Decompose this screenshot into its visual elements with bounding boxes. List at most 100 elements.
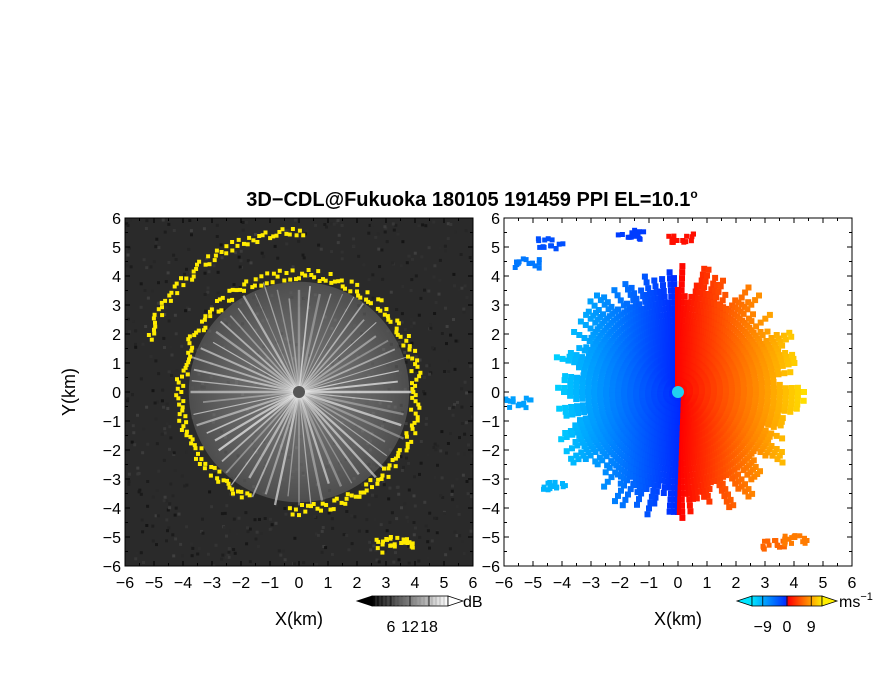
velocity-pixel [608,474,615,481]
velocity-pixel [788,393,795,399]
velocity-pixel [574,442,581,449]
beam-ray [273,391,301,506]
velocity-pixel [720,277,726,284]
edge-pixel [187,357,191,362]
edge-pixel [410,426,415,431]
velocity-pixel [679,269,686,276]
noise-speckle [389,290,393,294]
noise-speckle [169,482,173,486]
velocity-pixel [648,296,655,303]
velocity-pixel [586,373,593,380]
velocity-pixel [633,295,640,302]
velocity-pixel [763,407,769,414]
velocity-pixel [604,478,611,485]
velocity-pixel [711,287,718,294]
noise-speckle [254,233,257,236]
velocity-pixel [768,369,775,375]
noise-speckle [151,289,154,293]
noise-speckle [139,492,143,496]
velocity-pixel [653,488,660,495]
edge-pixel [238,287,243,292]
velocity-pixel [784,357,791,364]
edge-pixel [183,414,188,419]
velocity-pixel [729,387,735,394]
velocity-pixel [653,289,660,296]
edge-pixel [356,293,361,298]
noise-speckle [388,486,392,490]
edge-pixel [224,251,229,256]
velocity-pixel [656,301,663,307]
noise-speckle [456,339,460,343]
velocity-pixel [574,429,581,436]
noise-speckle [172,253,176,257]
velocity-pixel [747,386,753,393]
noise-speckle [381,277,385,281]
noise-speckle [405,456,408,460]
noise-speckle [302,256,306,260]
velocity-pixel [581,347,588,354]
velocity-pixel [635,232,641,238]
velocity-pixel [561,389,567,395]
noise-speckle [455,534,459,538]
noise-speckle [366,480,370,484]
noise-speckle [187,307,191,311]
noise-speckle [395,517,399,521]
noise-speckle [411,373,415,377]
noise-speckle [180,344,184,348]
velocity-pixel [627,291,634,298]
velocity-pixel [532,263,538,269]
beam-ray [206,391,300,434]
noise-speckle [383,230,387,234]
velocity-pixel [740,310,747,317]
edge-pixel [236,489,240,494]
velocity-pixel [582,456,589,462]
noise-speckle [157,372,161,376]
edge-pixel [175,377,179,382]
y-tick-label: −2 [103,443,121,460]
velocity-pixel [764,328,771,335]
velocity-pixel [732,297,739,304]
velocity-pixel [563,448,570,455]
beam-ray [298,390,405,440]
velocity-pixel [585,308,592,315]
velocity-pixel [650,290,657,296]
edge-pixel [404,434,409,439]
velocity-pixel [567,385,574,392]
velocity-pixel [579,439,586,446]
edge-pixel [349,279,354,284]
velocity-pixel [562,404,569,411]
velocity-pixel [687,508,694,515]
velocity-pixel [723,387,729,394]
velocity-pixel [580,452,587,459]
velocity-pixel [644,511,651,518]
noise-speckle [412,321,416,325]
edge-pixel [234,288,239,293]
velocity-pixel [580,427,587,434]
edge-pixel [287,506,292,511]
edge-pixel [259,274,264,279]
noise-speckle [232,548,236,551]
velocity-pixel [585,385,592,392]
edge-pixel [329,280,334,285]
noise-speckle [146,296,150,300]
noise-speckle [461,473,465,477]
velocity-pixel [545,236,551,242]
velocity-pixel [684,299,691,306]
edge-pixel [413,399,418,404]
beam-ray [264,391,301,495]
edge-pixel [230,297,235,302]
edge-pixel [203,314,208,319]
velocity-pixel [585,382,592,389]
edge-pixel [236,237,241,242]
noise-speckle [283,507,287,510]
noise-speckle [203,271,207,275]
velocity-pixel [576,364,582,371]
noise-speckle [189,542,193,546]
noise-speckle [369,548,373,552]
velocity-pixel [587,370,593,377]
noise-speckle [227,547,231,550]
x-tick-label: −3 [203,575,221,592]
velocity-pixel [764,379,771,386]
noise-speckle [161,218,165,222]
